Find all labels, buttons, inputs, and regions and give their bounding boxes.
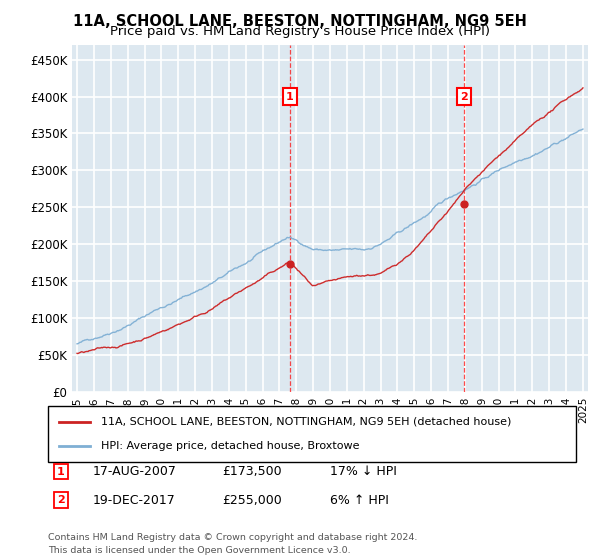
Text: HPI: Average price, detached house, Broxtowe: HPI: Average price, detached house, Brox… — [101, 441, 359, 451]
Text: 2: 2 — [460, 91, 468, 101]
Text: £255,000: £255,000 — [222, 493, 282, 507]
Text: 1: 1 — [286, 91, 294, 101]
Text: Price paid vs. HM Land Registry's House Price Index (HPI): Price paid vs. HM Land Registry's House … — [110, 25, 490, 38]
Text: 1: 1 — [57, 466, 65, 477]
Text: Contains HM Land Registry data © Crown copyright and database right 2024.: Contains HM Land Registry data © Crown c… — [48, 533, 418, 542]
Text: 17-AUG-2007: 17-AUG-2007 — [93, 465, 177, 478]
Text: 6% ↑ HPI: 6% ↑ HPI — [330, 493, 389, 507]
Text: 17% ↓ HPI: 17% ↓ HPI — [330, 465, 397, 478]
FancyBboxPatch shape — [48, 406, 576, 462]
Text: £173,500: £173,500 — [222, 465, 281, 478]
Text: 11A, SCHOOL LANE, BEESTON, NOTTINGHAM, NG9 5EH (detached house): 11A, SCHOOL LANE, BEESTON, NOTTINGHAM, N… — [101, 417, 511, 427]
Text: 2: 2 — [57, 495, 65, 505]
Text: 11A, SCHOOL LANE, BEESTON, NOTTINGHAM, NG9 5EH: 11A, SCHOOL LANE, BEESTON, NOTTINGHAM, N… — [73, 14, 527, 29]
Text: 19-DEC-2017: 19-DEC-2017 — [93, 493, 176, 507]
Text: This data is licensed under the Open Government Licence v3.0.: This data is licensed under the Open Gov… — [48, 546, 350, 555]
